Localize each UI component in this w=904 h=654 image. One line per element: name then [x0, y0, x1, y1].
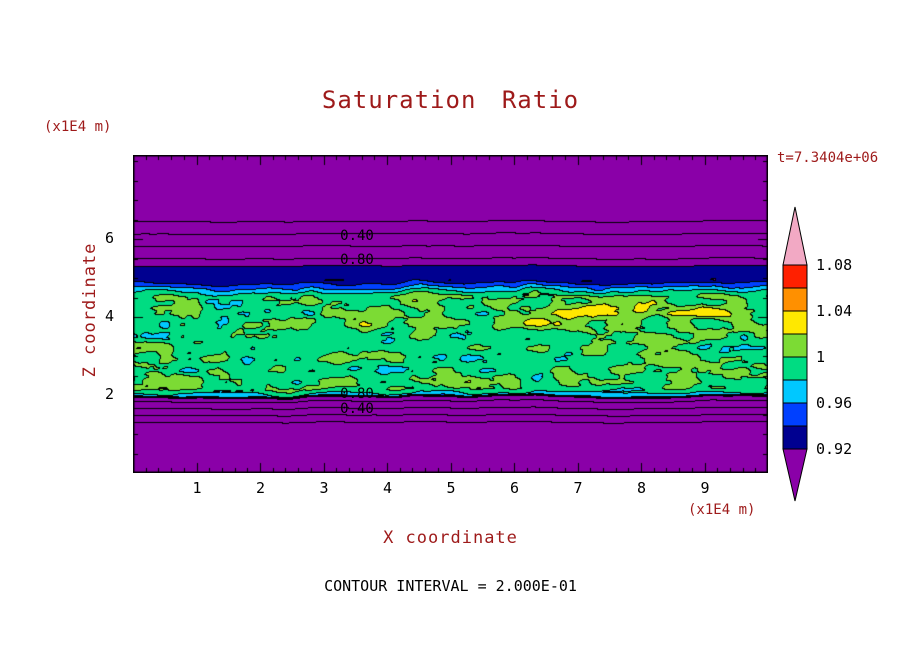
colorbar-tick-label: 1 — [816, 348, 826, 366]
colorbar-top-arrow — [782, 206, 808, 266]
contour-level-label: 0.40 — [340, 401, 374, 417]
colorbar-tick-label: 1.04 — [816, 302, 853, 320]
x-tick-label: 6 — [509, 479, 520, 497]
colorbar-segment — [782, 379, 808, 404]
colorbar-segment — [782, 425, 808, 450]
contour-plot — [133, 155, 768, 473]
y-tick-label: 4 — [104, 307, 114, 325]
x-tick-label: 9 — [700, 479, 710, 497]
colorbar-tick-label: 0.92 — [816, 440, 853, 458]
x-tick-label: 8 — [636, 479, 647, 497]
colorbar-tick-label: 1.08 — [816, 256, 853, 274]
time-label: t=7.3404e+06 — [777, 150, 879, 166]
y-tick-label: 2 — [104, 385, 114, 403]
x-tick-label: 1 — [192, 479, 202, 497]
x-tick-label: 4 — [382, 479, 393, 497]
colorbar-bottom-arrow — [782, 448, 808, 502]
plot-title: Saturation Ratio — [321, 86, 580, 114]
contour-level-label: 0.80 — [340, 252, 374, 268]
contour-interval-note: CONTOUR INTERVAL = 2.000E-01 — [324, 577, 577, 595]
x-axis-unit-label: (x1E4 m) — [688, 502, 756, 518]
y-axis-unit-label: (x1E4 m) — [44, 119, 112, 135]
colorbar-segment — [782, 264, 808, 289]
x-axis-title: X coordinate — [383, 528, 518, 548]
x-tick-label: 2 — [255, 479, 266, 497]
colorbar-tick-label: 0.96 — [816, 394, 853, 412]
colorbar-segment — [782, 287, 808, 312]
x-tick-label: 7 — [573, 479, 583, 497]
contour-level-label: 0.40 — [340, 228, 374, 244]
colorbar-segment — [782, 310, 808, 335]
x-tick-label: 3 — [319, 479, 329, 497]
contour-level-label: 0.80 — [340, 386, 374, 402]
colorbar-segment — [782, 402, 808, 427]
y-tick-label: 6 — [104, 229, 114, 247]
colorbar-segment — [782, 356, 808, 381]
colorbar-segment — [782, 333, 808, 358]
colorbar — [782, 206, 808, 502]
x-tick-label: 5 — [446, 479, 456, 497]
